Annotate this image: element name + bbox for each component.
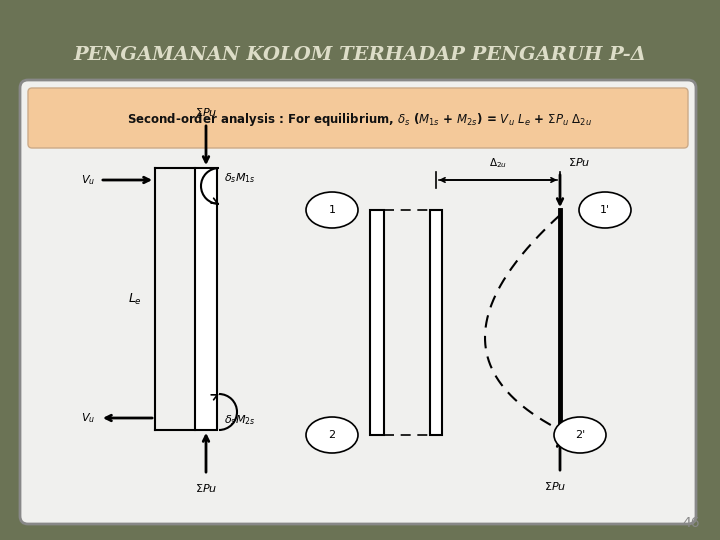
- Bar: [370, 210, 384, 435]
- Bar: [430, 210, 442, 435]
- Text: $L_e$: $L_e$: [128, 292, 142, 307]
- FancyBboxPatch shape: [28, 88, 688, 148]
- Text: $\Sigma Pu$: $\Sigma Pu$: [544, 480, 566, 492]
- Text: $\Sigma Pu$: $\Sigma Pu$: [568, 156, 590, 168]
- Text: $\Sigma Pu$: $\Sigma Pu$: [195, 482, 217, 494]
- Text: PENGAMANAN KOLOM TERHADAP PENGARUH P-Δ: PENGAMANAN KOLOM TERHADAP PENGARUH P-Δ: [73, 46, 647, 64]
- Ellipse shape: [306, 192, 358, 228]
- Text: $\delta_s M_{2s}$: $\delta_s M_{2s}$: [224, 413, 256, 427]
- Bar: [195, 168, 217, 430]
- Text: $\Sigma Pu$: $\Sigma Pu$: [195, 106, 217, 118]
- Text: 1: 1: [328, 205, 336, 215]
- Text: $V_u$: $V_u$: [81, 173, 95, 187]
- Text: $\delta_s M_{1s}$: $\delta_s M_{1s}$: [224, 171, 256, 185]
- Ellipse shape: [579, 192, 631, 228]
- Text: 2': 2': [575, 430, 585, 440]
- FancyBboxPatch shape: [20, 80, 696, 524]
- Text: 2: 2: [328, 430, 336, 440]
- Ellipse shape: [306, 417, 358, 453]
- Text: $\Delta_{2u}$: $\Delta_{2u}$: [489, 156, 507, 170]
- Text: 1': 1': [600, 205, 610, 215]
- Text: $V_u$: $V_u$: [81, 411, 95, 425]
- Ellipse shape: [554, 417, 606, 453]
- Text: Second-order analysis : For equilibrium, $\delta_s$ ($M_{1s}$ + $M_{2s}$) = $V_u: Second-order analysis : For equilibrium,…: [127, 111, 593, 127]
- Text: 46: 46: [683, 516, 700, 530]
